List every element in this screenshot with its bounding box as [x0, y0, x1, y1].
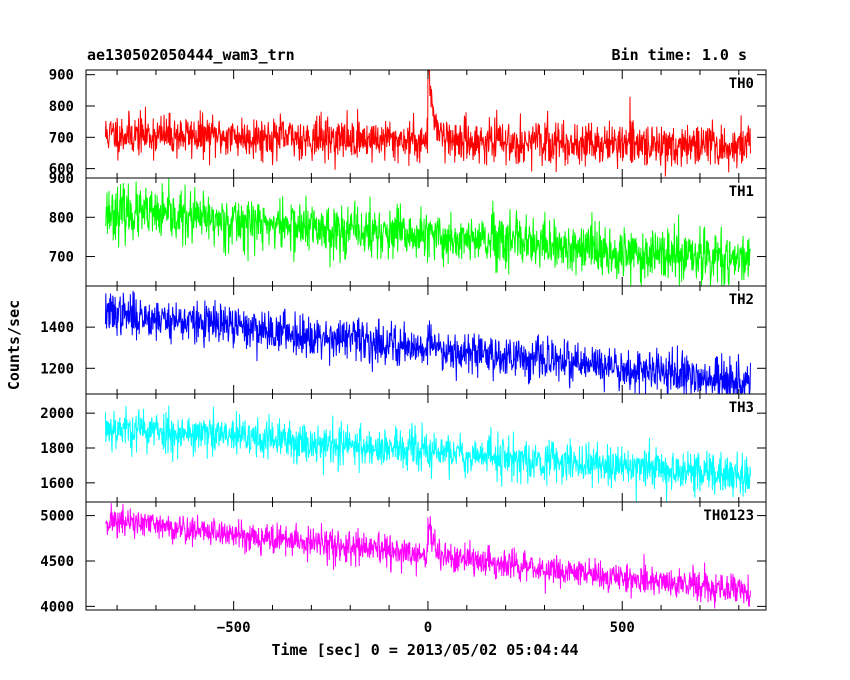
y-tick-label: 800 — [49, 99, 74, 115]
panel-label-th0: TH0 — [729, 76, 754, 92]
panel-label-th1: TH1 — [729, 184, 754, 200]
y-tick-label: 1400 — [40, 320, 74, 336]
panel-th0: 600 700 800 900 TH0 — [49, 68, 767, 179]
series-line-th0123 — [105, 503, 751, 609]
x-tick-label: 0 — [424, 620, 432, 636]
x-tick-label: −500 — [217, 620, 251, 636]
y-tick-label: 5000 — [40, 509, 74, 525]
series-line-th3 — [104, 405, 751, 502]
y-tick-label: 1800 — [40, 441, 74, 457]
panel-th2: 1200 1400 TH2 — [40, 285, 767, 395]
series-line-th2 — [104, 290, 751, 395]
panel-th1: 700 800 900 TH1 — [49, 171, 767, 287]
bin-time-label: Bin time: 1.0 s — [611, 46, 747, 64]
panel-label-th2: TH2 — [729, 292, 754, 308]
y-tick-label: 900 — [49, 171, 74, 187]
panels-layer: 600 700 800 900 TH0 700 800 900 TH1 1200 1400 TH2 16… — [40, 68, 767, 615]
y-tick-label: 4000 — [40, 599, 74, 615]
x-axis-layer: −500 0 500 — [217, 620, 635, 636]
y-tick-label: 600 — [49, 162, 74, 178]
series-line-th0 — [104, 70, 751, 177]
y-tick-label: 1600 — [40, 476, 74, 492]
series-line-th1 — [105, 178, 751, 286]
y-tick-label: 900 — [49, 68, 74, 84]
panel-label-th0123: TH0123 — [703, 508, 754, 524]
y-tick-label: 700 — [49, 250, 74, 266]
x-axis-title: Time [sec] 0 = 2013/05/02 05:04:44 — [271, 641, 578, 659]
x-tick-label: 500 — [610, 620, 635, 636]
panel-th3: 1600 1800 2000 TH3 — [40, 393, 767, 503]
y-tick-label: 700 — [49, 130, 74, 146]
panel-th0123: 4000 4500 5000 TH0123 — [40, 501, 767, 615]
y-tick-label: 800 — [49, 210, 74, 226]
y-tick-label: 2000 — [40, 406, 74, 422]
y-tick-label: 4500 — [40, 554, 74, 570]
chart-title-left: ae130502050444_wam3_trn — [87, 46, 295, 64]
y-axis-title: Counts/sec — [5, 300, 23, 390]
y-tick-label: 1200 — [40, 361, 74, 377]
panel-label-th3: TH3 — [729, 400, 754, 416]
panel-frame — [85, 501, 767, 611]
